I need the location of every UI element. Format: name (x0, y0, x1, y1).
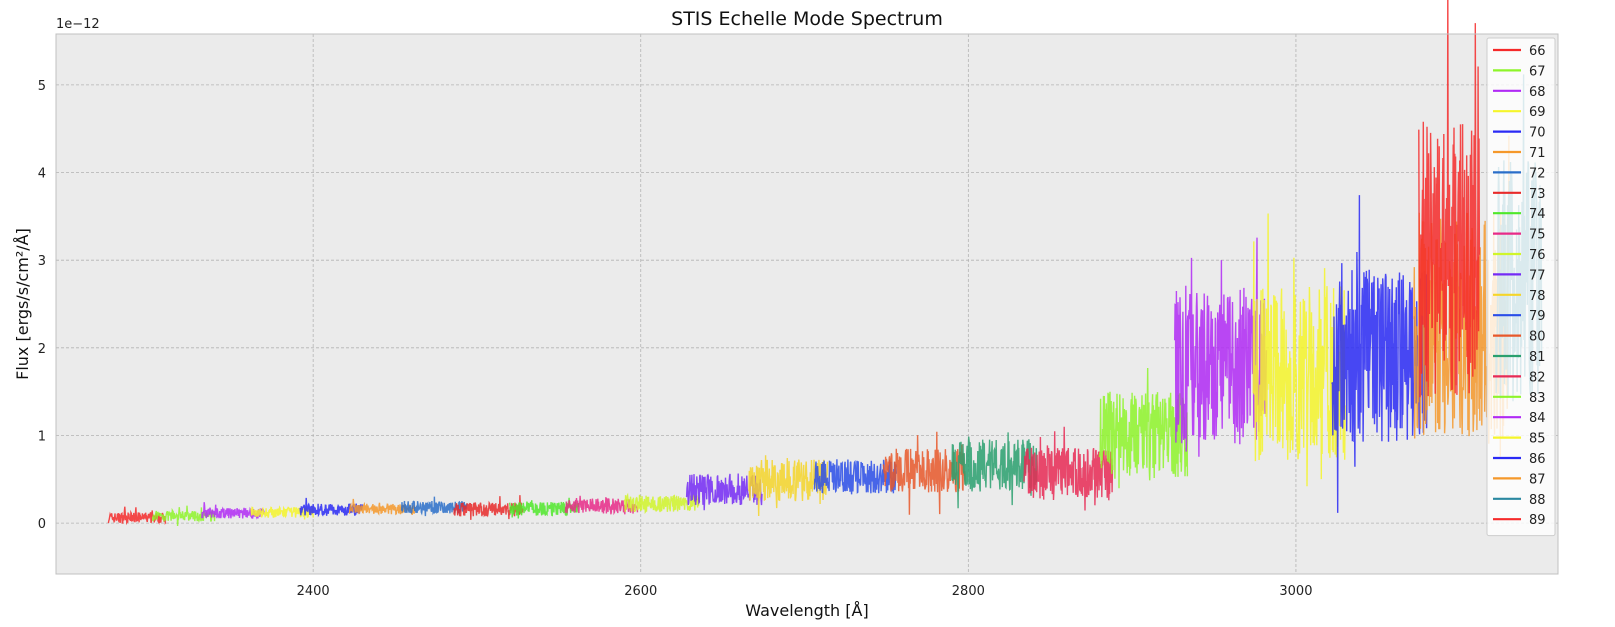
y-offset-label: 1e−12 (56, 17, 100, 32)
legend-label-72: 72 (1529, 166, 1546, 181)
y-axis-label: Flux [ergs/s/cm²/Å] (13, 228, 32, 380)
plot-frame (55, 33, 1559, 575)
series-line-69 (250, 505, 314, 520)
series-layer (107, 0, 1543, 527)
legend-label-89: 89 (1529, 513, 1546, 528)
x-tick-label: 2600 (624, 584, 657, 599)
y-tick-label: 4 (38, 167, 46, 182)
legend-label-88: 88 (1529, 493, 1546, 508)
y-tick-label: 5 (38, 79, 46, 94)
legend-label-85: 85 (1529, 432, 1546, 447)
legend-label-80: 80 (1529, 330, 1546, 345)
series-line-86 (1331, 195, 1428, 513)
y-tick-label: 0 (38, 517, 46, 532)
legend-label-84: 84 (1529, 411, 1546, 426)
series-line-71 (348, 498, 416, 516)
legend-label-83: 83 (1529, 391, 1546, 406)
y-tick-label: 2 (38, 342, 46, 357)
legend-label-78: 78 (1529, 289, 1546, 304)
legend-box (1486, 37, 1556, 537)
series-line-89 (1418, 0, 1481, 398)
legend-label-77: 77 (1529, 268, 1546, 283)
legend-label-81: 81 (1529, 350, 1546, 365)
legend-label-87: 87 (1529, 472, 1546, 487)
legend-label-86: 86 (1529, 452, 1546, 467)
x-axis-label: Wavelength [Å] (745, 601, 868, 620)
legend-label-76: 76 (1529, 248, 1546, 263)
series-line-79 (813, 459, 897, 495)
x-tick-labels: 2400 2600 2800 3000 (297, 584, 1313, 599)
y-tick-label: 1 (38, 429, 46, 444)
legend-label-69: 69 (1529, 105, 1546, 120)
series-line-80 (882, 431, 966, 515)
legend-label-74: 74 (1529, 207, 1546, 222)
grid-lines (56, 34, 1558, 574)
legend-label-75: 75 (1529, 228, 1546, 243)
series-line-83 (1098, 367, 1189, 489)
legend-label-67: 67 (1529, 64, 1546, 79)
series-line-82 (1023, 426, 1114, 511)
legend-label-70: 70 (1529, 126, 1546, 141)
legend-label-71: 71 (1529, 146, 1546, 161)
x-tick-label: 2400 (297, 584, 330, 599)
series-line-81 (951, 432, 1038, 509)
x-tick-label: 3000 (1279, 584, 1312, 599)
y-tick-labels: 0 1 2 3 4 5 (38, 79, 46, 532)
series-line-74 (509, 497, 580, 519)
y-tick-label: 3 (38, 254, 46, 269)
legend-label-79: 79 (1529, 309, 1546, 324)
series-line-84 (1174, 237, 1268, 457)
series-line-76 (623, 492, 701, 515)
legend: 66 67 68 69 70 71 72 73 74 75 76 77 78 79 80 81 82 83 84 85… (1486, 37, 1556, 537)
chart-title: STIS Echelle Mode Spectrum (671, 8, 943, 30)
legend-label-66: 66 (1529, 44, 1546, 59)
legend-label-68: 68 (1529, 85, 1546, 100)
series-line-78 (748, 455, 829, 517)
x-tick-label: 2800 (952, 584, 985, 599)
legend-label-73: 73 (1529, 187, 1546, 202)
series-line-85 (1252, 213, 1346, 487)
legend-label-82: 82 (1529, 370, 1546, 385)
